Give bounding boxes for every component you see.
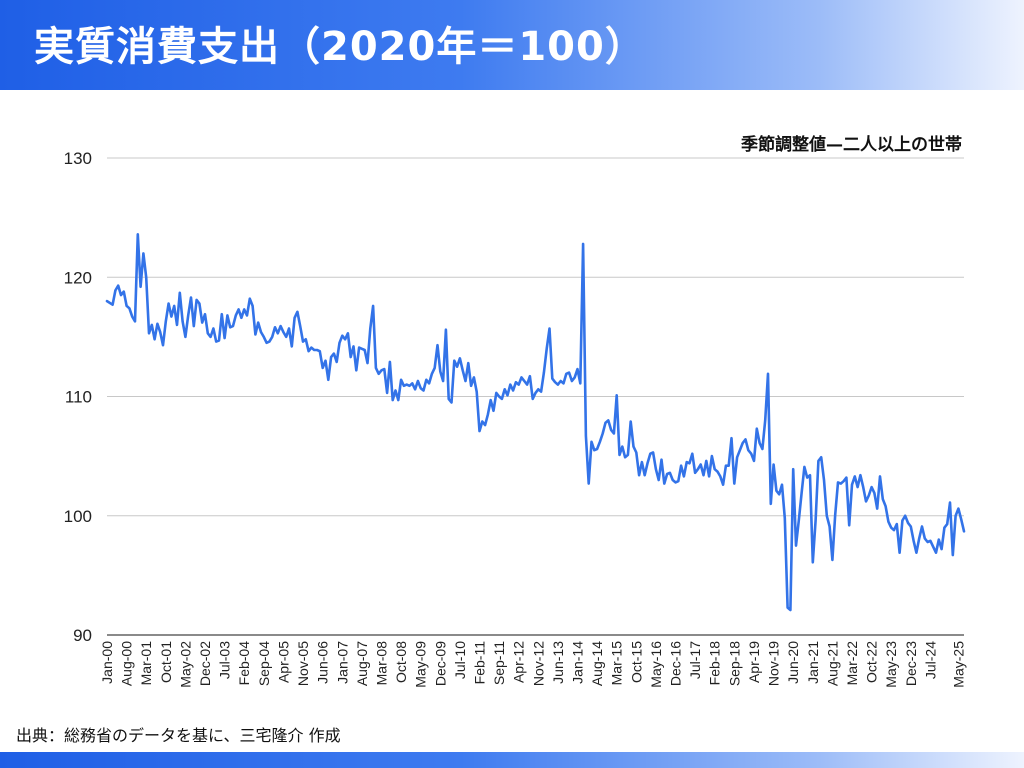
x-tick-label: Jul-03 — [217, 641, 233, 679]
x-tick-label: Mar-01 — [138, 641, 154, 686]
x-tick-label: Oct-22 — [864, 641, 880, 683]
page-title: 実質消費支出（2020年＝100） — [34, 24, 646, 70]
x-tick-label: Jun-13 — [550, 641, 566, 684]
series-line — [105, 233, 966, 612]
x-tick-label: Dec-02 — [197, 641, 213, 686]
y-tick-label: 90 — [73, 626, 92, 645]
x-tick-label: Jul-10 — [452, 641, 468, 679]
bottom-bar — [0, 752, 1024, 768]
x-tick-label: May-09 — [413, 641, 429, 688]
x-tick-label: Mar-08 — [373, 641, 389, 686]
x-tick-label: May-25 — [950, 641, 966, 688]
x-tick-label: Jul-24 — [922, 641, 938, 679]
x-tick-label: Jan-07 — [334, 641, 350, 684]
chart-area: 90 100 110 120 130 Jan-00 Aug-00 Mar-01 Oct-01 M… — [0, 90, 1024, 720]
x-tick-label: Aug-00 — [119, 641, 135, 686]
chart-subtitle: 季節調整値—二人以上の世帯 — [741, 135, 962, 155]
x-tick-label: Sep-18 — [726, 641, 742, 686]
x-tick-label: Dec-09 — [432, 641, 448, 686]
x-tick-label: Dec-23 — [903, 641, 919, 686]
x-tick-label: Jun-06 — [315, 641, 331, 684]
y-tick-label: 110 — [65, 388, 92, 407]
x-tick-label: Feb-04 — [236, 641, 252, 686]
x-tick-label: Sep-04 — [256, 641, 272, 686]
x-tick-label: Oct-08 — [393, 641, 409, 683]
x-axis-ticks: Jan-00 Aug-00 Mar-01 Oct-01 May-02 Dec-02 Jul-… — [99, 641, 966, 688]
x-tick-label: Sep-11 — [491, 641, 507, 685]
x-tick-label: Apr-12 — [511, 641, 527, 683]
x-tick-label: Mar-22 — [844, 641, 860, 686]
x-tick-label: Jan-00 — [99, 641, 115, 684]
x-tick-label: May-23 — [883, 641, 899, 688]
x-tick-label: Apr-19 — [746, 641, 762, 683]
x-tick-label: May-16 — [648, 641, 664, 688]
x-tick-label: Mar-15 — [609, 641, 625, 686]
x-tick-label: Jan-14 — [570, 641, 586, 684]
x-tick-label: Aug-21 — [824, 641, 840, 686]
x-tick-label: Nov-05 — [295, 641, 311, 686]
y-axis-ticks: 90 100 110 120 130 — [64, 149, 92, 645]
y-tick-label: 120 — [64, 268, 92, 287]
x-tick-label: Oct-01 — [158, 641, 174, 683]
x-tick-label: Nov-19 — [766, 641, 782, 686]
x-tick-label: Aug-07 — [354, 641, 370, 686]
x-tick-label: Jun-20 — [785, 641, 801, 684]
x-tick-label: Dec-16 — [668, 641, 684, 686]
y-tick-label: 100 — [64, 507, 92, 526]
x-tick-label: Aug-14 — [589, 641, 605, 686]
y-tick-label: 130 — [64, 149, 92, 168]
gridlines — [107, 157, 964, 636]
x-tick-label: Jul-17 — [687, 641, 703, 679]
x-tick-label: Feb-11 — [471, 641, 487, 685]
source-note: 出典：総務省のデータを基に、三宅隆介 作成 — [16, 726, 341, 745]
x-tick-label: Apr-05 — [275, 641, 291, 683]
x-tick-label: Jan-21 — [805, 641, 821, 684]
x-tick-label: May-02 — [177, 641, 193, 688]
x-tick-label: Oct-15 — [628, 641, 644, 683]
x-tick-label: Feb-18 — [707, 641, 723, 686]
title-bar: 実質消費支出（2020年＝100） — [0, 0, 1024, 90]
x-tick-label: Nov-12 — [530, 641, 546, 686]
